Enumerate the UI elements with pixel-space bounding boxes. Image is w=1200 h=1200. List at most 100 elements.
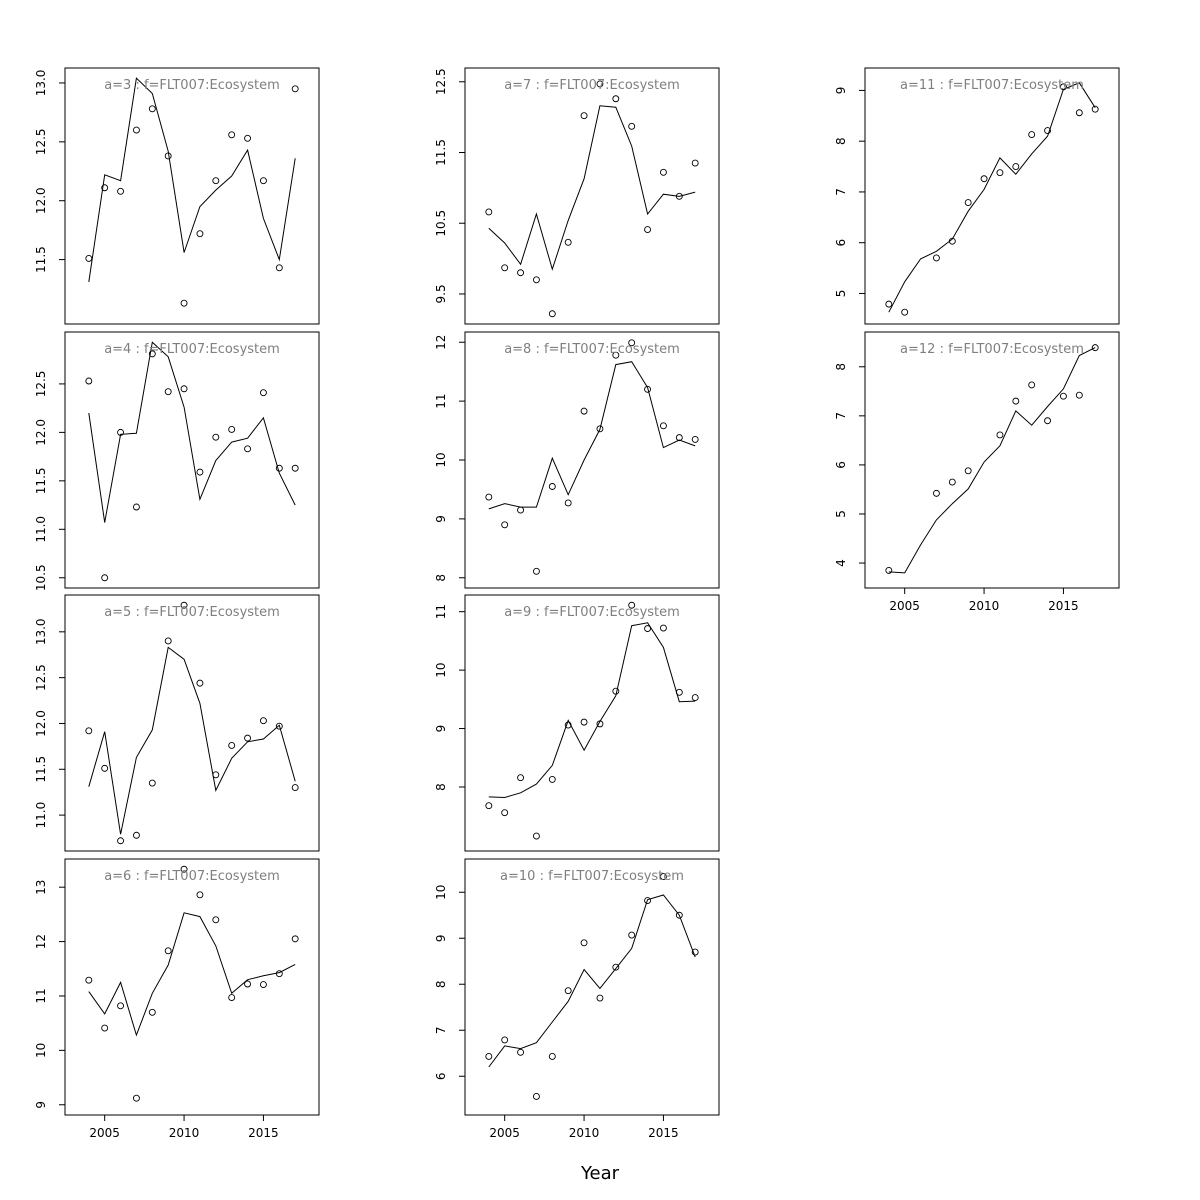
- y-tick-label: 12: [34, 934, 48, 949]
- observed-point: [291, 935, 299, 943]
- observed-point: [580, 718, 588, 726]
- observed-point: [596, 720, 604, 728]
- observed-point: [659, 624, 667, 632]
- observed-point: [1075, 109, 1083, 117]
- panel-label: a=6 : f=FLT007:Ecosystem: [104, 869, 280, 884]
- observed-point: [244, 734, 252, 742]
- observed-point: [628, 601, 636, 609]
- observed-point: [212, 433, 220, 441]
- y-tick-label: 11.0: [34, 516, 48, 543]
- observed-point: [532, 832, 540, 840]
- observed-point: [548, 310, 556, 318]
- observed-point: [596, 425, 604, 433]
- observed-point: [259, 177, 267, 185]
- y-tick-label: 7: [834, 188, 848, 196]
- observed-point: [132, 126, 140, 134]
- observed-point: [628, 339, 636, 347]
- observed-point: [964, 199, 972, 207]
- observed-point: [1091, 344, 1099, 352]
- observed-point: [564, 987, 572, 995]
- observed-point: [517, 774, 525, 782]
- y-tick-label: 12.5: [434, 68, 448, 95]
- observed-point: [948, 237, 956, 245]
- y-tick-label: 12: [434, 335, 448, 350]
- observed-point: [196, 891, 204, 899]
- y-tick-label: 11.0: [34, 802, 48, 829]
- y-tick-label: 10.5: [34, 564, 48, 591]
- fitted-line: [88, 646, 296, 835]
- observed-point: [548, 775, 556, 783]
- observed-point: [212, 177, 220, 185]
- observed-point: [1059, 392, 1067, 400]
- observed-point: [485, 493, 493, 501]
- observed-point: [244, 134, 252, 142]
- observed-point: [691, 159, 699, 167]
- observed-point: [596, 80, 604, 88]
- observed-point: [485, 802, 493, 810]
- y-tick-label: 11.5: [34, 467, 48, 494]
- plot-frame: [464, 67, 720, 325]
- x-tick-label: 2005: [89, 1126, 120, 1140]
- y-tick-label: 10: [434, 885, 448, 900]
- observed-point: [1012, 397, 1020, 405]
- y-tick-label: 9: [434, 515, 448, 523]
- observed-point: [101, 764, 109, 772]
- y-tick-label: 8: [834, 363, 848, 371]
- observed-point: [291, 464, 299, 472]
- observed-point: [675, 688, 683, 696]
- observed-point: [612, 963, 620, 971]
- y-tick-label: 9.5: [434, 284, 448, 303]
- observed-point: [212, 771, 220, 779]
- plot-frame: [464, 594, 720, 852]
- observed-point: [148, 105, 156, 113]
- observed-point: [501, 521, 509, 529]
- observed-point: [196, 230, 204, 238]
- y-tick-label: 12.5: [34, 664, 48, 691]
- observed-point: [228, 426, 236, 433]
- observed-point: [85, 377, 93, 385]
- y-tick-label: 11: [434, 393, 448, 408]
- observed-point: [691, 694, 699, 702]
- observed-point: [291, 784, 299, 792]
- observed-point: [117, 428, 125, 436]
- observed-point: [85, 727, 93, 735]
- panel-6: 8 9 10 11 12 a=8 : f=FLT007:Ecosystem: [434, 331, 720, 589]
- observed-point: [675, 192, 683, 200]
- observed-point: [885, 566, 893, 574]
- observed-point: [996, 169, 1004, 177]
- observed-point: [612, 687, 620, 695]
- y-tick-label: 10.5: [434, 210, 448, 237]
- observed-point: [532, 1093, 540, 1100]
- observed-point: [1091, 105, 1099, 113]
- observed-point: [517, 269, 525, 277]
- y-tick-label: 8: [434, 574, 448, 582]
- observed-point: [485, 208, 493, 216]
- observed-point: [132, 1094, 140, 1102]
- observed-point: [1044, 417, 1052, 425]
- y-tick-label: 13.0: [34, 70, 48, 97]
- observed-point: [259, 389, 267, 397]
- observed-point: [564, 238, 572, 246]
- observed-point: [275, 464, 283, 472]
- y-tick-label: 9: [34, 1101, 48, 1109]
- observed-point: [1044, 127, 1052, 134]
- x-tick-label: 2015: [1048, 599, 1079, 613]
- observed-point: [85, 254, 93, 262]
- observed-point: [980, 175, 988, 183]
- y-tick-label: 8: [434, 783, 448, 791]
- y-tick-label: 12.5: [34, 371, 48, 398]
- y-tick-label: 13.0: [34, 618, 48, 645]
- y-tick-label: 9: [434, 725, 448, 733]
- observed-point: [1059, 83, 1067, 91]
- observed-point: [691, 948, 699, 956]
- observed-point: [948, 478, 956, 486]
- observed-point: [148, 350, 156, 358]
- observed-point: [132, 503, 140, 511]
- panel-label: a=9 : f=FLT007:Ecosystem: [504, 605, 680, 620]
- observed-point: [275, 970, 283, 978]
- observed-point: [148, 1008, 156, 1016]
- observed-point: [517, 1048, 525, 1056]
- observed-point: [532, 276, 540, 284]
- plot-frame: [64, 594, 320, 852]
- fitted-line: [888, 347, 1096, 574]
